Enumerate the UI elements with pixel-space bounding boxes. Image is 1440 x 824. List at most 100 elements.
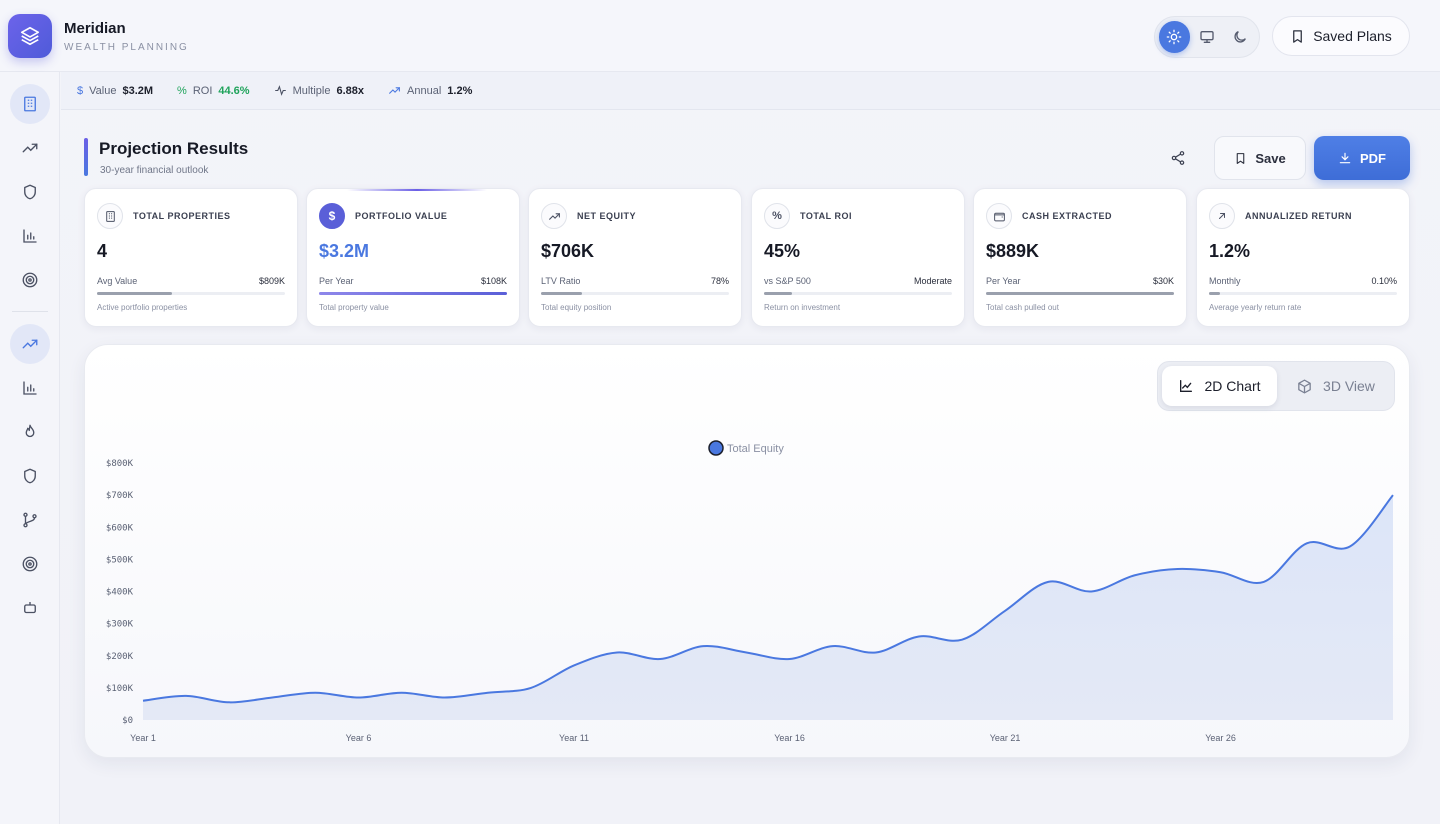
view-3d-button[interactable]: 3D View xyxy=(1281,366,1390,406)
metric-card-net-equity[interactable]: NET EQUITY $706K LTV Ratio 78% Total equ… xyxy=(528,188,742,327)
building-icon xyxy=(97,203,123,229)
bot-icon xyxy=(24,602,36,614)
card-subvalue: $809K xyxy=(258,276,285,286)
x-tick-label: Year 16 xyxy=(774,733,805,743)
card-subvalue: $108K xyxy=(480,276,507,286)
metric-card-annualized-return[interactable]: ANNUALIZED RETURN 1.2% Monthly 0.10% Ave… xyxy=(1196,188,1410,327)
monitor-icon xyxy=(1200,30,1214,43)
stat-label: ROI xyxy=(192,84,213,97)
bar-chart-icon xyxy=(23,229,37,243)
x-tick-label: Year 6 xyxy=(346,733,372,743)
save-label: Save xyxy=(1255,150,1286,166)
card-progress-fill xyxy=(764,292,793,295)
theme-system-button[interactable] xyxy=(1192,21,1223,53)
building-icon xyxy=(24,96,36,112)
metric-card-cash-extracted[interactable]: CASH EXTRACTED $889K Per Year $30K Total… xyxy=(973,188,1187,327)
sidebar-item-projections[interactable] xyxy=(10,324,50,364)
y-tick-label: $500K xyxy=(106,555,134,565)
layers-icon xyxy=(20,26,40,46)
save-button[interactable]: Save xyxy=(1214,136,1306,180)
trending-up-icon xyxy=(389,87,400,94)
shield-icon xyxy=(24,468,36,484)
card-progress-fill xyxy=(97,292,173,295)
stat-label: Annual xyxy=(407,84,442,97)
card-sublabel: Monthly xyxy=(1209,276,1241,286)
legend-label[interactable]: Total Equity xyxy=(727,443,784,455)
flame-icon xyxy=(25,424,35,438)
view-3d-label: 3D View xyxy=(1323,378,1375,394)
stat-label: Multiple xyxy=(292,84,331,97)
theme-dark-button[interactable] xyxy=(1224,21,1255,53)
view-2d-chart-button[interactable]: 2D Chart xyxy=(1162,366,1277,406)
y-tick-label: $600K xyxy=(106,523,134,533)
equity-line[interactable] xyxy=(142,494,1394,704)
top-bar: Meridian WEALTH PLANNING Saved Plans xyxy=(0,0,1440,72)
logo[interactable] xyxy=(8,14,52,58)
theme-light-button[interactable] xyxy=(1159,21,1190,53)
sidebar-item-properties[interactable] xyxy=(10,84,50,124)
percent-icon: % xyxy=(177,84,187,97)
card-sublabel: LTV Ratio xyxy=(541,276,581,286)
card-label: ANNUALIZED RETURN xyxy=(1245,211,1352,221)
stat-figure: 6.88x xyxy=(336,84,365,97)
sidebar-item-trends[interactable] xyxy=(10,128,50,168)
share-button[interactable] xyxy=(1164,144,1192,172)
card-label: TOTAL PROPERTIES xyxy=(133,211,231,221)
sidebar-item-goals[interactable] xyxy=(10,260,50,300)
y-tick-label: $400K xyxy=(106,588,134,598)
brand-name: Meridian xyxy=(64,20,126,37)
sidebar-item-burn[interactable] xyxy=(10,412,50,452)
card-progress xyxy=(97,292,285,295)
card-sublabel: Per Year xyxy=(986,276,1021,286)
sidebar-item-targets[interactable] xyxy=(10,544,50,584)
card-progress-fill xyxy=(541,292,583,295)
card-progress-fill xyxy=(319,292,507,295)
legend-swatch[interactable] xyxy=(708,440,724,456)
metric-card-portfolio-value[interactable]: $ PORTFOLIO VALUE $3.2M Per Year $108K T… xyxy=(306,188,520,327)
saved-plans-button[interactable]: Saved Plans xyxy=(1272,16,1410,56)
metric-card-total-properties[interactable]: TOTAL PROPERTIES 4 Avg Value $809K Activ… xyxy=(84,188,298,327)
pdf-export-button[interactable]: PDF xyxy=(1314,136,1410,180)
sidebar-item-reports[interactable] xyxy=(10,368,50,408)
sidebar-item-analytics[interactable] xyxy=(10,216,50,256)
target-icon xyxy=(22,556,38,572)
stat-label: Value xyxy=(89,84,117,97)
card-progress-fill xyxy=(1209,292,1221,295)
x-tick-label: Year 26 xyxy=(1205,733,1236,743)
card-progress-fill xyxy=(986,292,1174,295)
card-value: $889K xyxy=(986,241,1040,261)
card-value: $3.2M xyxy=(319,241,370,261)
share-icon xyxy=(1171,151,1185,165)
trending-up-icon xyxy=(541,203,567,229)
metric-card-total-roi[interactable]: % TOTAL ROI 45% vs S&P 500 Moderate Retu… xyxy=(751,188,965,327)
bookmark-icon xyxy=(1237,152,1245,164)
page-title: Projection Results xyxy=(99,139,249,158)
brand-subtitle: WEALTH PLANNING xyxy=(64,42,189,53)
x-tick-label: Year 21 xyxy=(990,733,1021,743)
card-value: 4 xyxy=(97,241,108,261)
equity-chart: $0 $100K $200K $300K $400K $500K $600K $700K $80… xyxy=(106,440,1394,743)
y-tick-label: $100K xyxy=(106,684,134,694)
sidebar-item-insurance[interactable] xyxy=(10,456,50,496)
sidebar-item-scenarios[interactable] xyxy=(10,500,50,540)
card-sublabel: vs S&P 500 xyxy=(764,276,811,286)
trending-up-icon xyxy=(22,143,38,153)
card-description: Total cash pulled out xyxy=(986,303,1059,312)
card-label: CASH EXTRACTED xyxy=(1022,211,1113,221)
trending-up-icon xyxy=(22,339,38,349)
line-chart-icon xyxy=(1180,380,1193,392)
card-accent xyxy=(347,189,487,191)
card-value: 1.2% xyxy=(1209,241,1251,261)
percent-icon: % xyxy=(764,203,790,229)
sidebar-item-assistant[interactable] xyxy=(10,588,50,628)
card-progress xyxy=(541,292,729,295)
stat-multiple: Multiple 6.88x xyxy=(274,84,364,97)
card-sublabel: Avg Value xyxy=(97,276,138,286)
sidebar xyxy=(0,72,60,824)
saved-plans-label: Saved Plans xyxy=(1313,28,1392,44)
y-tick-label: $300K xyxy=(106,620,134,630)
card-value: $706K xyxy=(541,241,595,261)
card-description: Total property value xyxy=(319,303,389,312)
card-description: Active portfolio properties xyxy=(97,303,188,312)
sidebar-item-protection[interactable] xyxy=(10,172,50,212)
